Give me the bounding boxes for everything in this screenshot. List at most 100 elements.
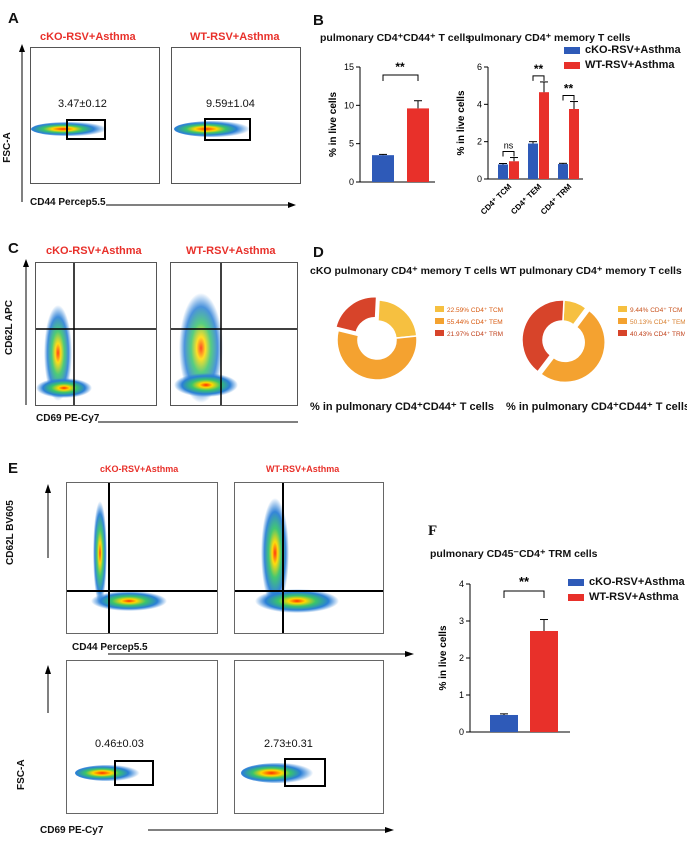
panel-c-plot-cko bbox=[35, 262, 157, 406]
b1-y-tick-label: 10 bbox=[344, 100, 354, 110]
panel-c-density-wt bbox=[171, 263, 297, 405]
panel-a-plot-wt bbox=[171, 47, 301, 184]
panel-a-density-cko bbox=[31, 119, 111, 140]
panel-e-plot-top-wt bbox=[234, 482, 384, 634]
d1-slice-1 bbox=[336, 329, 418, 381]
panel-e-density-top-wt bbox=[235, 483, 383, 633]
chart-d2: 9.44% CD4⁺ TCM 50.13% CD4⁺ TEM 40.43% CD4⁺… bbox=[521, 299, 685, 384]
d2-legend-swatch bbox=[618, 306, 627, 312]
panel-e-plot-bottom-cko bbox=[66, 660, 218, 814]
b2-bar-wt bbox=[539, 92, 549, 179]
legend-item-wt: WT-RSV+Asthma bbox=[564, 59, 681, 71]
b2-bar-cko bbox=[528, 143, 538, 179]
f-y-tick-label: 4 bbox=[459, 579, 464, 589]
f-y-label: % in live cells bbox=[438, 625, 449, 690]
chart-d2-caption: % in pulmonary CD4⁺CD44⁺ T cells bbox=[506, 401, 687, 413]
f-y-tick-label: 3 bbox=[459, 616, 464, 626]
b2-sig-bracket bbox=[502, 151, 515, 157]
b2-sig-label: ** bbox=[564, 82, 574, 96]
panel-c-letter: C bbox=[8, 240, 19, 257]
legend-label-wt: WT-RSV+Asthma bbox=[585, 59, 675, 71]
panel-a-density-wt bbox=[174, 118, 254, 141]
b2-x-tick-label: CD4⁺ TCM bbox=[479, 182, 514, 217]
b1-bar-wt bbox=[407, 108, 429, 182]
panel-e-plot-top-cko bbox=[66, 482, 218, 634]
legend-item-cko: cKO-RSV+Asthma bbox=[564, 44, 681, 56]
panel-e-top-x-label: CD44 Percep5.5 bbox=[72, 642, 148, 653]
panel-e-density-top-cko bbox=[67, 483, 217, 633]
b1-y-tick-label: 5 bbox=[349, 139, 354, 149]
b1-y-tick-label: 15 bbox=[344, 62, 354, 72]
panel-c-plot-wt bbox=[170, 262, 298, 406]
b2-bar-cko bbox=[558, 164, 568, 179]
legend-swatch-wt bbox=[564, 61, 580, 69]
panel-a-condition-cko: cKO-RSV+Asthma bbox=[40, 31, 136, 43]
d2-slice-2 bbox=[521, 299, 565, 373]
d2-slice-1 bbox=[539, 309, 606, 384]
panel-e-gate-value-wt: 2.73±0.31 bbox=[264, 738, 313, 750]
d2-legend-swatch bbox=[618, 318, 627, 324]
panel-e-bottom-x-label: CD69 PE-Cy7 bbox=[40, 825, 104, 836]
panel-a-arrows bbox=[19, 44, 296, 208]
d1-legend-swatch bbox=[435, 318, 444, 324]
chart-d1-title: cKO pulmonary CD4⁺ memory T cells bbox=[310, 265, 498, 277]
f-sig-bracket bbox=[503, 590, 545, 598]
panel-f-letter: F bbox=[428, 523, 438, 539]
b1-sig-label: ** bbox=[395, 60, 405, 74]
chart-f: 0 1 2 3 4 % in live cells ** bbox=[438, 574, 570, 737]
legend-swatch-cko bbox=[564, 46, 580, 54]
panel-b-legend: cKO-RSV+Asthma WT-RSV+Asthma bbox=[564, 44, 681, 71]
b2-sig-bracket bbox=[532, 75, 545, 81]
panel-a-letter: A bbox=[8, 10, 19, 27]
panel-a-plot-cko bbox=[30, 47, 160, 184]
d1-legend-label: 21.97% CD4⁺ TRM bbox=[447, 331, 503, 338]
panel-e-bottom-y-label: FSC-A bbox=[16, 759, 27, 790]
f-legend-label-wt: WT-RSV+Asthma bbox=[589, 591, 679, 603]
f-legend-item-cko: cKO-RSV+Asthma bbox=[568, 576, 685, 588]
b2-sig-label: ** bbox=[534, 62, 544, 76]
panel-a-gate-value-cko: 3.47±0.12 bbox=[58, 98, 107, 110]
d2-slice-0 bbox=[562, 299, 588, 326]
f-legend-label-cko: cKO-RSV+Asthma bbox=[589, 576, 685, 588]
d1-slice-0 bbox=[377, 299, 418, 339]
b2-y-tick-label: 0 bbox=[477, 174, 482, 184]
panel-c-arrows bbox=[23, 259, 298, 423]
f-sig-label: ** bbox=[519, 574, 530, 589]
panel-f-legend: cKO-RSV+Asthma WT-RSV+Asthma bbox=[568, 576, 685, 603]
panel-e-plot-bottom-wt bbox=[234, 660, 384, 814]
b2-y-tick-label: 2 bbox=[477, 137, 482, 147]
b2-bar-cko bbox=[498, 164, 508, 179]
f-y-tick-label: 0 bbox=[459, 727, 464, 737]
d2-legend-label: 9.44% CD4⁺ TCM bbox=[630, 307, 682, 314]
panel-e-letter: E bbox=[8, 460, 19, 477]
legend-label-cko: cKO-RSV+Asthma bbox=[585, 44, 681, 56]
b1-y-label: % in live cells bbox=[328, 92, 339, 157]
d1-slice-2 bbox=[335, 296, 378, 334]
d1-legend-swatch bbox=[435, 330, 444, 336]
chart-d1: 22.59% CD4⁺ TCM 55.44% CD4⁺ TEM 21.97% CD4… bbox=[335, 296, 503, 381]
f-legend-swatch-cko bbox=[568, 578, 584, 586]
d1-legend-label: 55.44% CD4⁺ TEM bbox=[447, 319, 503, 326]
f-y-tick-label: 1 bbox=[459, 690, 464, 700]
b2-x-tick-label: CD4⁺ TRM bbox=[539, 182, 574, 217]
chart-b1-title: pulmonary CD4⁺CD44⁺ T cells bbox=[320, 32, 472, 44]
b2-sig-bracket bbox=[562, 95, 575, 101]
b2-y-tick-label: 4 bbox=[477, 99, 482, 109]
b2-bar-wt bbox=[509, 161, 519, 179]
panel-a-gate-value-wt: 9.59±1.04 bbox=[206, 98, 255, 110]
panel-e-density-bottom-cko bbox=[75, 760, 154, 786]
panel-a-x-label: CD44 Percep5.5 bbox=[30, 197, 106, 208]
panel-c-density-cko bbox=[36, 263, 156, 405]
panel-c-y-label: CD62L APC bbox=[4, 299, 16, 356]
b1-y-tick-label: 0 bbox=[349, 177, 354, 187]
panel-e-gate-value-cko: 0.46±0.03 bbox=[95, 738, 144, 750]
chart-d1-caption: % in pulmonary CD4⁺CD44⁺ T cells bbox=[310, 401, 494, 413]
panel-e-condition-wt: WT-RSV+Asthma bbox=[266, 464, 340, 474]
chart-d2-title: WT pulmonary CD4⁺ memory T cells bbox=[500, 265, 682, 277]
f-bar-wt bbox=[530, 630, 558, 732]
panel-a-condition-wt: WT-RSV+Asthma bbox=[190, 31, 280, 43]
chart-f-title: pulmonary CD45⁻CD4⁺ TRM cells bbox=[430, 548, 598, 560]
b2-bar-wt bbox=[569, 109, 579, 179]
panel-a-y-label: FSC-A bbox=[1, 132, 13, 163]
